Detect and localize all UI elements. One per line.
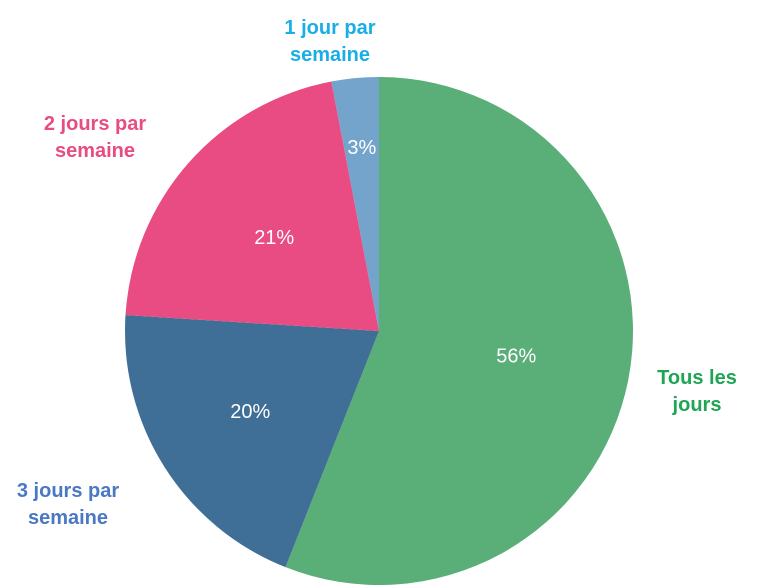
pie-slice xyxy=(125,315,380,568)
category-label: 2 jours par semaine xyxy=(43,113,147,162)
pie-slice xyxy=(285,77,634,585)
category-label: 1 jour par semaine xyxy=(284,17,376,66)
value-label: 20% xyxy=(230,401,270,423)
value-label: 3% xyxy=(347,137,376,159)
value-label: 56% xyxy=(496,345,536,367)
pie-slice xyxy=(331,77,379,331)
category-label: Tous les jours xyxy=(657,367,737,416)
value-label: 21% xyxy=(254,227,294,249)
pie-slice xyxy=(125,81,379,331)
category-label: 3 jours par semaine xyxy=(16,480,120,529)
